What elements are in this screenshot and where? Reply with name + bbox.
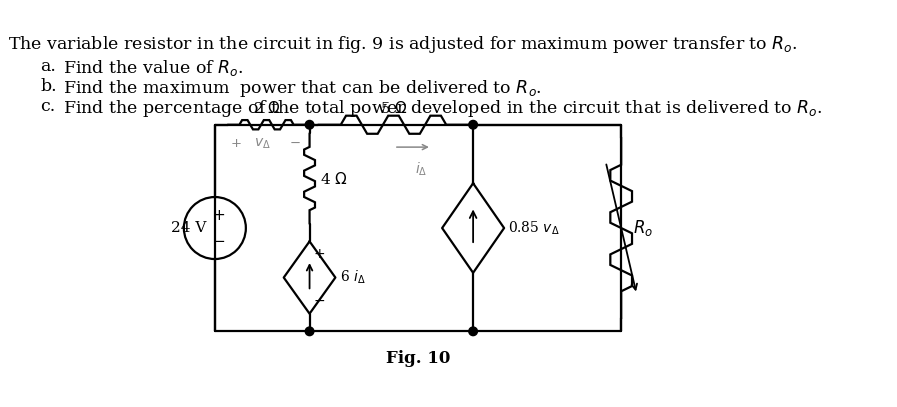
Text: The variable resistor in the circuit in fig. 9 is adjusted for maximum power tra: The variable resistor in the circuit in … <box>8 34 798 55</box>
Text: −: − <box>290 137 300 150</box>
Text: 4 $\Omega$: 4 $\Omega$ <box>320 171 347 186</box>
Text: 6 $i_\Delta$: 6 $i_\Delta$ <box>340 269 365 286</box>
Text: Find the percentage of the total power developed in the circuit that is delivere: Find the percentage of the total power d… <box>64 98 823 119</box>
Text: $v_\Delta$: $v_\Delta$ <box>254 136 271 151</box>
Text: a.: a. <box>40 59 56 75</box>
Text: $i_\Delta$: $i_\Delta$ <box>415 161 428 178</box>
Circle shape <box>469 120 477 129</box>
Circle shape <box>305 327 314 336</box>
Circle shape <box>469 327 477 336</box>
Text: −: − <box>314 294 326 308</box>
Text: −: − <box>212 234 224 249</box>
Text: 5 $\Omega$: 5 $\Omega$ <box>379 100 407 116</box>
Text: 0.85 $v_\Delta$: 0.85 $v_\Delta$ <box>509 219 560 237</box>
Text: $R_o$: $R_o$ <box>633 218 653 238</box>
Text: 24 V: 24 V <box>171 221 206 235</box>
Circle shape <box>305 120 314 129</box>
Text: c.: c. <box>40 98 56 115</box>
Text: +: + <box>231 137 241 150</box>
Text: Fig. 10: Fig. 10 <box>386 350 450 367</box>
Text: b.: b. <box>40 78 57 95</box>
Text: +: + <box>314 247 326 261</box>
Text: +: + <box>212 208 224 223</box>
Text: Find the maximum  power that can be delivered to $R_o$.: Find the maximum power that can be deliv… <box>64 78 542 99</box>
Text: Find the value of $R_o$.: Find the value of $R_o$. <box>64 59 244 79</box>
Text: 2 $\Omega$: 2 $\Omega$ <box>253 100 281 116</box>
